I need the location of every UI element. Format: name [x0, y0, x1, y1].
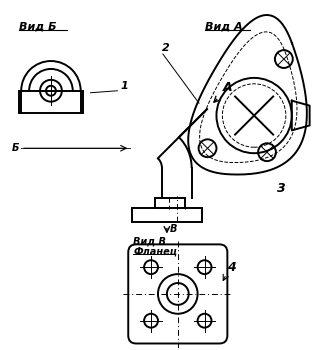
Text: 3: 3 — [277, 182, 286, 195]
Text: 1: 1 — [120, 81, 128, 91]
Text: Вид Б: Вид Б — [19, 21, 57, 31]
Text: В: В — [170, 224, 177, 233]
Text: Фланец: Фланец — [133, 246, 177, 256]
Bar — [155, 198, 185, 208]
Text: А: А — [223, 81, 232, 94]
Text: Б: Б — [11, 143, 19, 153]
Bar — [19, 91, 83, 113]
Text: Вид В: Вид В — [133, 237, 166, 246]
Text: 4: 4 — [227, 261, 236, 274]
Text: Вид А: Вид А — [205, 21, 242, 31]
Text: 2: 2 — [162, 43, 170, 53]
Bar — [132, 208, 202, 222]
